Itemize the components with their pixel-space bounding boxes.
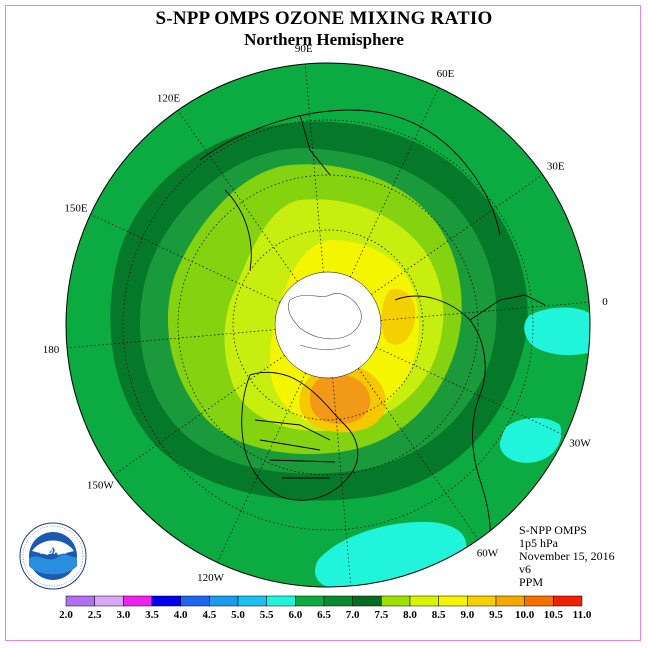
- colorbar-bin: [237, 595, 267, 607]
- colorbar-bin: [323, 595, 353, 607]
- info-level: 1p5 hPa: [519, 536, 558, 550]
- colorbar-bin: [409, 595, 439, 607]
- colorbar-tick-label: 11.0: [573, 609, 592, 621]
- colorbar-tick-label: 6.0: [288, 609, 302, 621]
- longitude-label: 120W: [197, 572, 225, 584]
- noaa-logo: NOAA: [19, 522, 87, 590]
- longitude-label: 30E: [547, 161, 565, 173]
- meridian-line: [304, 63, 324, 273]
- colorbar-bin: [65, 595, 95, 607]
- colorbar-bin: [467, 595, 497, 607]
- meridian-line: [380, 301, 590, 321]
- colorbar: 2.0 2.5 3.0 3.5 4.0 4.5 5.0 5.5 6.0 6.5 7.0 7.5 8.0 8…: [59, 595, 592, 621]
- info-version: v6: [519, 562, 531, 576]
- colorbar-bin: [524, 595, 554, 607]
- hemisphere-outline: [65, 62, 591, 588]
- colorbar-tick-label: 4.0: [174, 609, 188, 621]
- figure-border: [5, 5, 641, 641]
- colorbar-bin: [209, 595, 239, 607]
- field-patch-turquoise-1: [524, 307, 590, 356]
- meridian-line: [177, 110, 298, 282]
- continent-outline-asia: [199, 109, 501, 271]
- colorbar-bin: [266, 595, 296, 607]
- colorbar-tick-label: 5.5: [260, 609, 274, 621]
- colorbar-tick-label: 7.5: [374, 609, 388, 621]
- field-patch-east: [381, 289, 416, 345]
- colorbar-bin: [151, 595, 181, 607]
- longitude-label: 60E: [437, 68, 455, 80]
- longitude-label: 120E: [157, 92, 181, 104]
- field-patch-turquoise-3: [314, 521, 467, 587]
- chart-title: S-NPP OMPS OZONE MIXING RATIO: [155, 8, 493, 29]
- colorbar-tick-label: 10.0: [515, 609, 535, 621]
- chart-subtitle: Northern Hemisphere: [244, 30, 404, 49]
- field-band-9.5-10: [310, 374, 371, 424]
- meridian-line: [332, 377, 352, 587]
- colorbar-bin: [94, 595, 124, 607]
- pole-coastlines: [288, 293, 362, 350]
- colorbar-bin: [553, 595, 583, 607]
- colorbar-bin: [495, 595, 525, 607]
- info-date: November 15, 2016: [519, 549, 615, 563]
- colorbar-tick-label: 9.0: [460, 609, 474, 621]
- pole-no-data-mask: [274, 271, 382, 379]
- meridian-line: [375, 347, 566, 437]
- longitude-label: 60W: [477, 548, 499, 560]
- colorbar-tick-label: 10.5: [544, 609, 564, 621]
- colorbar-bin: [438, 595, 468, 607]
- colorbar-tick-label: 4.5: [202, 609, 216, 621]
- colorbar-bin: [352, 595, 382, 607]
- meridian-line: [216, 372, 306, 563]
- colorbar-tick-label: 8.5: [432, 609, 446, 621]
- noaa-logo-text: NOAA: [40, 546, 67, 556]
- longitude-label: 90E: [295, 43, 313, 55]
- meridian-line: [90, 213, 281, 303]
- longitude-labels: 90E60E30E030W60W90W120W150W180150E120E: [43, 43, 608, 609]
- meridian-line: [371, 174, 543, 295]
- continent-outline-north-america: [241, 371, 359, 501]
- colorbar-bin: [381, 595, 411, 607]
- graticule: [122, 119, 534, 531]
- colorbar-bin: [180, 595, 210, 607]
- colorbar-tick-label: 3.5: [145, 609, 159, 621]
- meridian-line: [66, 329, 276, 349]
- colorbar-tick-label: 7.0: [346, 609, 360, 621]
- colorbar-tick-label: 8.0: [403, 609, 417, 621]
- colorbar-bin: [295, 595, 325, 607]
- meridian-line: [350, 87, 440, 278]
- longitude-label: 150W: [87, 479, 115, 491]
- info-instrument: S-NPP OMPS: [519, 523, 587, 537]
- meridian-line: [358, 368, 479, 540]
- colorbar-tick-label: 6.5: [317, 609, 331, 621]
- colorbar-tick-label: 3.0: [116, 609, 130, 621]
- colorbar-tick-label: 9.5: [489, 609, 503, 621]
- colorbar-tick-label: 5.0: [231, 609, 245, 621]
- field-patch-turquoise-2: [499, 417, 562, 463]
- info-units: PPM: [519, 575, 544, 589]
- longitude-label: 30W: [569, 437, 591, 449]
- longitude-label: 180: [43, 344, 60, 356]
- colorbar-tick-label: 2.0: [59, 609, 73, 621]
- meridian-lines: [66, 63, 590, 587]
- colorbar-bin: [123, 595, 153, 607]
- longitude-label: 0: [602, 296, 608, 308]
- colorbar-tick-label: 2.5: [88, 609, 102, 621]
- longitude-label: 150E: [64, 203, 88, 215]
- meridian-line: [113, 355, 285, 476]
- continent-outline-europe-africa: [394, 294, 546, 571]
